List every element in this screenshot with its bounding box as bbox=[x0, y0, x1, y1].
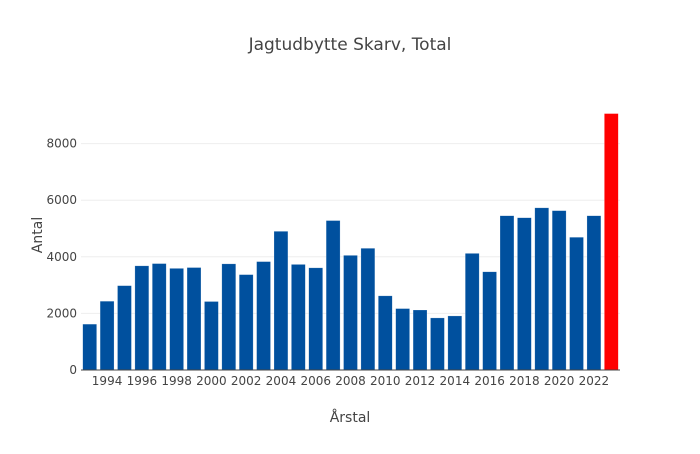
bar-2011 bbox=[395, 308, 410, 371]
bar-1993 bbox=[82, 323, 97, 371]
bar-2016 bbox=[482, 271, 497, 371]
bar-2014 bbox=[447, 315, 463, 371]
x-tick-label: 1996 bbox=[127, 374, 158, 388]
x-tick-label: 2004 bbox=[266, 374, 297, 388]
bar-1997 bbox=[152, 263, 167, 371]
y-tick-label: 4000 bbox=[46, 250, 77, 264]
y-tick-label: 0 bbox=[69, 363, 77, 377]
bar-2015 bbox=[465, 253, 480, 371]
bar-2006 bbox=[308, 267, 323, 371]
bar-2001 bbox=[221, 263, 236, 371]
bar-2003 bbox=[256, 261, 271, 371]
x-tick-label: 2022 bbox=[579, 374, 610, 388]
bar-2005 bbox=[291, 264, 306, 371]
x-tick-label: 1994 bbox=[92, 374, 123, 388]
bar-2022 bbox=[586, 215, 602, 371]
bar-1998 bbox=[169, 268, 184, 371]
bar-1994 bbox=[99, 300, 115, 371]
bar-2023 bbox=[604, 113, 619, 371]
bar-2019 bbox=[534, 207, 549, 371]
x-tick-label: 2020 bbox=[544, 374, 575, 388]
bar-2008 bbox=[343, 255, 358, 371]
bar-2021 bbox=[569, 237, 584, 371]
x-tick-label: 2000 bbox=[196, 374, 227, 388]
bar-2012 bbox=[412, 309, 428, 371]
x-tick-label: 2016 bbox=[474, 374, 505, 388]
bar-2000 bbox=[204, 301, 219, 371]
bar-2017 bbox=[499, 215, 515, 371]
x-tick-labels: 1994 1996 1998 2000 2002 2004 2006 2008 2010 2012… bbox=[92, 374, 609, 388]
bars bbox=[82, 113, 619, 371]
y-tick-label: 2000 bbox=[46, 306, 77, 320]
chart-title: Jagtudbytte Skarv, Total bbox=[248, 35, 452, 55]
bar-2010 bbox=[378, 295, 393, 371]
bar-2018 bbox=[517, 217, 532, 371]
y-tick-label: 6000 bbox=[46, 193, 77, 207]
bar-2002 bbox=[238, 274, 254, 371]
bar-2013 bbox=[430, 317, 445, 371]
bar-1999 bbox=[186, 267, 202, 371]
x-tick-label: 2012 bbox=[405, 374, 436, 388]
x-tick-label: 2010 bbox=[370, 374, 401, 388]
bar-2004 bbox=[273, 231, 289, 371]
bar-2007 bbox=[325, 220, 341, 371]
bar-1995 bbox=[117, 285, 132, 371]
y-tick-label: 8000 bbox=[46, 137, 77, 151]
y-tick-labels: 0 2000 4000 6000 8000 bbox=[46, 137, 77, 377]
x-tick-label: 2002 bbox=[231, 374, 262, 388]
x-tick-label: 2018 bbox=[509, 374, 540, 388]
bar-2020 bbox=[551, 210, 567, 371]
bar-1996 bbox=[134, 265, 150, 371]
x-tick-label: 2008 bbox=[335, 374, 366, 388]
x-tick-label: 1998 bbox=[161, 374, 192, 388]
bar-2009 bbox=[360, 248, 376, 371]
x-tick-label: 2014 bbox=[440, 374, 471, 388]
x-axis-title: Årstal bbox=[330, 409, 371, 426]
y-axis-title: Antal bbox=[30, 217, 46, 253]
x-tick-label: 2006 bbox=[300, 374, 331, 388]
